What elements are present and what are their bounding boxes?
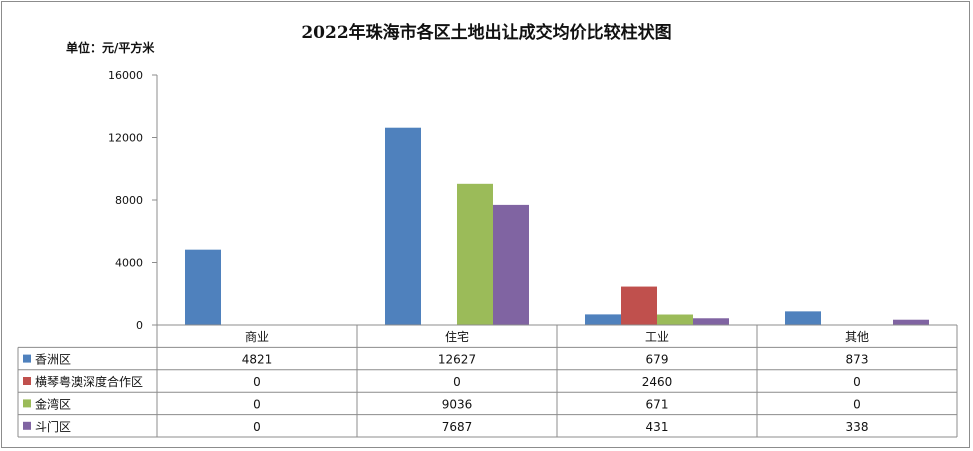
y-tick-label: 12000 xyxy=(108,132,143,145)
data-label-2-1: 9036 xyxy=(442,397,473,411)
data-label-3-1: 7687 xyxy=(442,420,473,434)
series-name-1: 横琴粤澳深度合作区 xyxy=(35,374,143,389)
data-label-3-0: 0 xyxy=(253,420,261,434)
data-label-1-1: 0 xyxy=(453,375,461,389)
category-label: 住宅 xyxy=(445,329,469,344)
data-label-2-3: 0 xyxy=(853,397,861,411)
legend-swatch-3 xyxy=(23,421,31,430)
series-name-0: 香洲区 xyxy=(35,353,71,367)
legend-swatch-0 xyxy=(23,354,31,363)
data-label-2-2: 671 xyxy=(646,397,669,411)
series-name-2: 金湾区 xyxy=(35,396,71,411)
bar-3-2 xyxy=(693,318,729,325)
bar-3-3 xyxy=(893,319,929,325)
data-label-3-3: 338 xyxy=(846,420,869,434)
bar-0-0 xyxy=(185,249,221,325)
bar-3-1 xyxy=(493,204,529,325)
category-label: 工业 xyxy=(645,330,669,344)
y-tick-label: 4000 xyxy=(115,257,143,270)
data-label-0-0: 4821 xyxy=(242,353,273,367)
bar-0-2 xyxy=(585,314,621,325)
y-tick-label: 0 xyxy=(136,319,143,332)
legend-swatch-1 xyxy=(23,377,31,385)
data-label-1-2: 2460 xyxy=(642,375,673,389)
chart-title: 2022年珠海市各区土地出让成交均价比较柱状图 xyxy=(301,23,672,43)
data-label-0-3: 873 xyxy=(846,353,869,367)
bar-0-1 xyxy=(385,127,421,325)
bar-0-3 xyxy=(785,311,821,325)
data-label-2-0: 0 xyxy=(253,397,261,411)
y-axis: 0 4000 8000 12000 16000 xyxy=(108,69,158,332)
y-tick-label: 8000 xyxy=(115,194,143,207)
legend-swatch-2 xyxy=(23,399,31,408)
bar-1-2 xyxy=(621,286,657,325)
category-label: 其他 xyxy=(845,330,869,344)
bar-2-1 xyxy=(457,183,493,325)
series-name-3: 斗门区 xyxy=(35,419,71,434)
y-tick-label: 16000 xyxy=(108,69,143,82)
data-label-1-3: 0 xyxy=(853,375,861,389)
data-label-1-0: 0 xyxy=(253,375,261,389)
data-label-3-2: 431 xyxy=(646,420,669,434)
data-label-0-2: 679 xyxy=(646,353,669,367)
bar-marks xyxy=(185,127,929,325)
category-label: 商业 xyxy=(245,329,269,344)
bar-2-2 xyxy=(657,314,693,325)
unit-label: 单位：元/平方米 xyxy=(66,41,155,55)
data-label-0-1: 12627 xyxy=(438,353,476,367)
